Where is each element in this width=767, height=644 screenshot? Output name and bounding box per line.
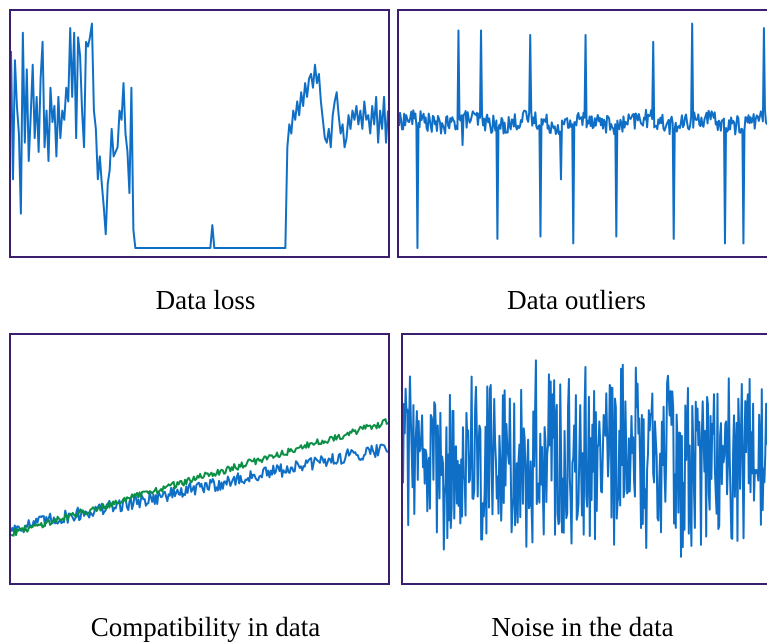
panel-noise xyxy=(401,333,767,585)
caption-noise: Noise in the data xyxy=(491,612,674,642)
panel-data-loss xyxy=(9,9,390,258)
caption-data-outliers: Data outliers xyxy=(507,285,646,315)
data-outliers-plot xyxy=(399,22,767,249)
panel-compatibility xyxy=(9,333,390,585)
caption-data-loss: Data loss xyxy=(155,285,256,315)
data-loss-plot xyxy=(11,22,388,249)
compatibility-plot xyxy=(11,418,388,537)
series-line-1 xyxy=(11,418,388,537)
series-line-0 xyxy=(11,22,388,249)
series-line-0 xyxy=(11,443,388,534)
series-line-0 xyxy=(403,359,767,558)
panel-data-outliers xyxy=(397,9,767,258)
caption-compatibility: Compatibility in data xyxy=(90,612,321,642)
noise-plot xyxy=(403,359,767,558)
series-line-0 xyxy=(399,22,767,249)
